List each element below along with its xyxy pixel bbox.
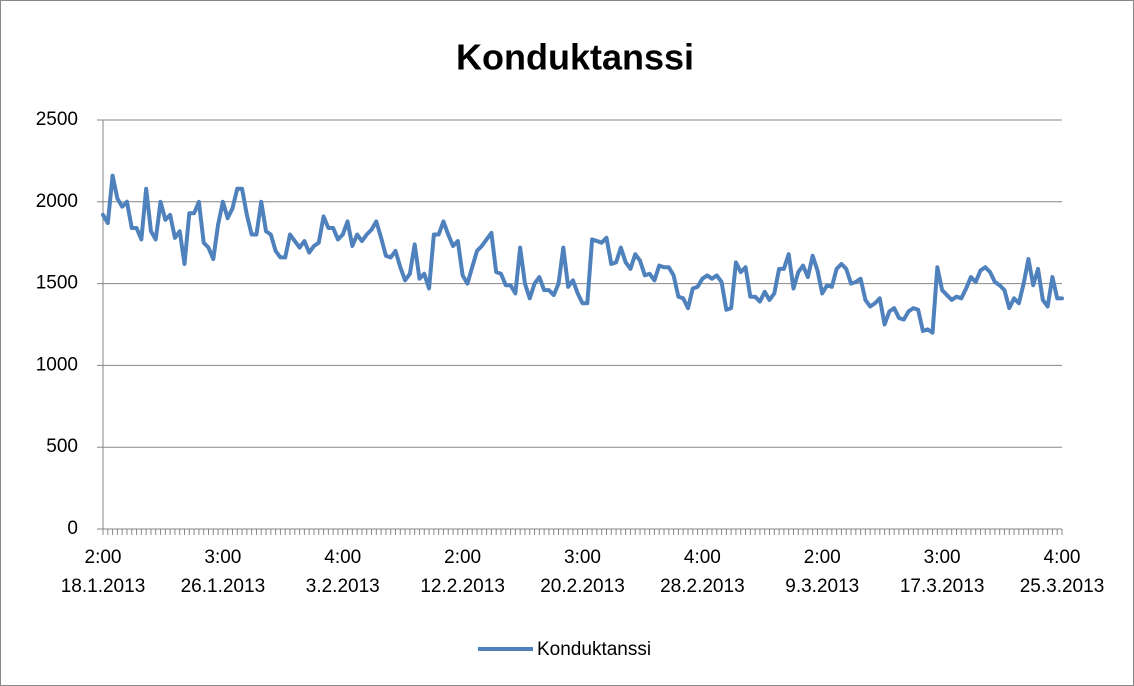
y-tick-label: 1000 bbox=[36, 354, 78, 375]
y-tick-label: 2500 bbox=[36, 109, 78, 130]
x-tick-label: 4:00 25.3.2013 bbox=[1019, 547, 1105, 597]
series-line bbox=[101, 173, 1064, 335]
x-tick-label: 3:00 20.2.2013 bbox=[540, 547, 625, 597]
legend-label: Konduktanssi bbox=[537, 639, 651, 660]
y-tick-label: 0 bbox=[67, 518, 78, 539]
x-tick-label: 4:00 3.2.2013 bbox=[305, 547, 380, 597]
x-tick-label: 3:00 17.3.2013 bbox=[899, 547, 985, 597]
y-tick-label: 500 bbox=[46, 436, 78, 457]
y-tick-label: 2000 bbox=[36, 191, 78, 212]
x-tick-label: 2:00 12.2.2013 bbox=[420, 547, 505, 597]
y-tick-label: 1500 bbox=[36, 273, 78, 294]
chart-title: Konduktanssi bbox=[456, 37, 694, 78]
x-tick-label: 4:00 28.2.2013 bbox=[660, 547, 745, 597]
x-tick-label: 2:00 18.1.2013 bbox=[60, 547, 146, 597]
x-tick-label: 3:00 26.1.2013 bbox=[180, 547, 266, 597]
x-tick-label: 2:00 9.3.2013 bbox=[785, 547, 860, 597]
